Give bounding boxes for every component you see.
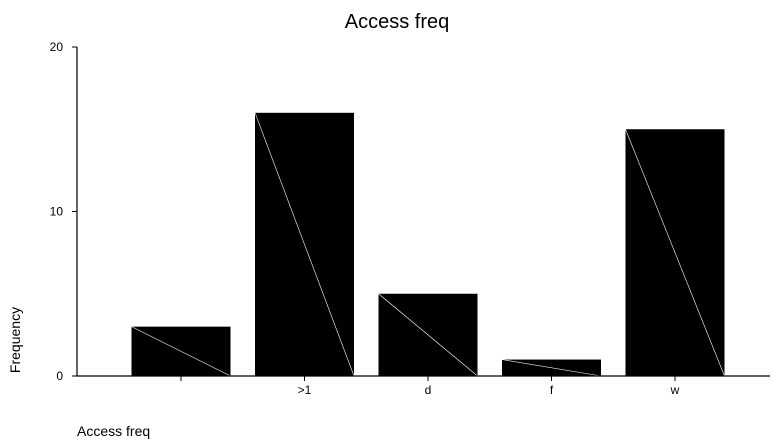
bar-diagonal [625, 129, 725, 377]
x-tick-label: f [550, 383, 554, 397]
bar-diagonal [254, 112, 355, 377]
y-tick-label: 10 [50, 205, 64, 219]
bar-diagonal [131, 326, 231, 377]
y-tick-label: 0 [56, 369, 63, 383]
y-ticks-group: 0 10 20 [50, 40, 77, 383]
x-axis-label: Access freq [77, 423, 150, 439]
bar-diagonal [501, 359, 602, 377]
x-tick-label: w [670, 383, 680, 397]
y-tick-label: 20 [50, 40, 64, 54]
y-axis-label: Frequency [7, 307, 23, 373]
bar-diagonal [378, 293, 478, 377]
x-tick-label: >1 [298, 383, 312, 397]
bars-group [131, 112, 725, 377]
chart-title: Access freq [345, 11, 449, 33]
x-tick-label: d [425, 383, 432, 397]
x-ticks-group: >1 d f w [180, 376, 680, 397]
